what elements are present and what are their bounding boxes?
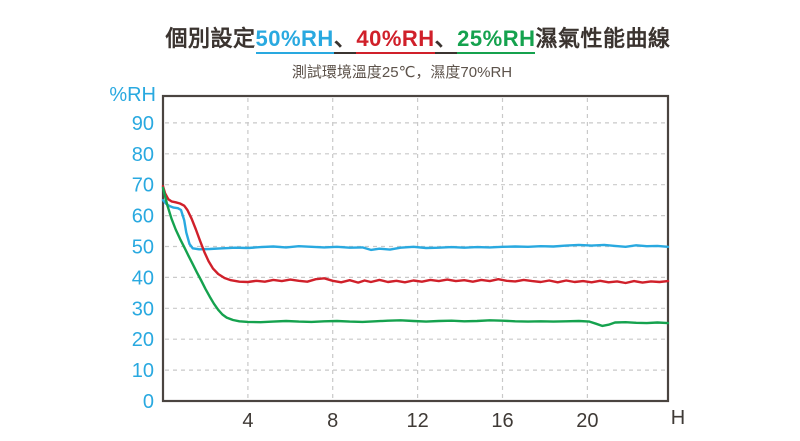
x-tick-label: 12 — [406, 410, 428, 432]
x-tick-label: 8 — [327, 410, 338, 432]
y-tick-label: 0 — [143, 391, 154, 413]
title-segment: 個別設定 — [165, 26, 256, 51]
y-tick-label: 10 — [132, 360, 154, 382]
title-segment: 50%RH — [255, 26, 334, 54]
title-segment: 、 — [333, 26, 357, 54]
y-tick-label: 60 — [132, 206, 154, 228]
y-tick-label: 50 — [132, 237, 154, 259]
curve-50%RH — [161, 198, 670, 252]
x-axis-label: H — [671, 407, 685, 429]
chart-subtitle: 測試環境溫度25℃，濕度70%RH — [291, 64, 513, 81]
y-tick-label: 70 — [132, 175, 154, 197]
y-tick-label: 40 — [132, 267, 154, 289]
title-segment: 濕氣性能曲線 — [535, 26, 671, 51]
title-segment: 40%RH — [356, 26, 435, 54]
y-tick-label: 80 — [132, 144, 154, 166]
chart-title: 個別設定50%RH、40%RH、25%RH濕氣性能曲線 — [0, 21, 800, 54]
title-segment: 25%RH — [457, 26, 536, 54]
title-segment: 、 — [434, 26, 458, 54]
x-tick-label: 20 — [576, 410, 598, 432]
y-axis-label: %RH — [109, 84, 156, 106]
x-tick-label: 16 — [491, 410, 513, 432]
plot-border — [161, 94, 670, 403]
curve-25%RH — [161, 186, 670, 328]
y-tick-label: 30 — [132, 298, 154, 320]
y-tick-label: 20 — [132, 329, 154, 351]
curve-40%RH — [161, 184, 670, 285]
x-tick-label: 4 — [242, 410, 253, 432]
y-tick-label: 90 — [132, 113, 154, 135]
